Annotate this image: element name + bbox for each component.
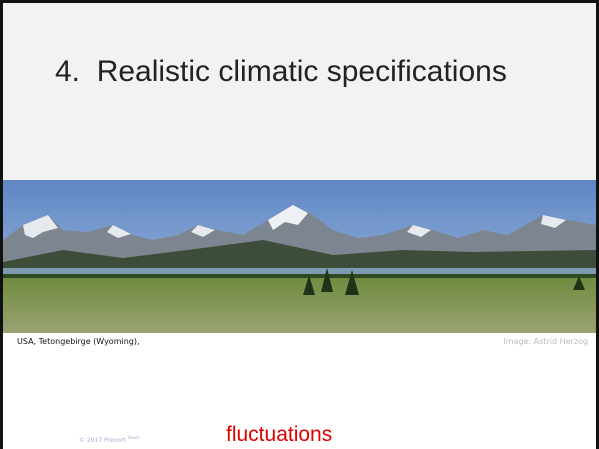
- title-area: [3, 3, 596, 180]
- photo-credit: Image: Astrid Herzog: [503, 337, 588, 346]
- copyright: © 2017 Prevort Sheet: [79, 435, 139, 444]
- slide-title: 4. Realistic climatic specifications: [55, 55, 507, 89]
- copyright-text: © 2017 Prevort: [79, 437, 126, 444]
- slide: 4. Realistic climatic specifications USA…: [0, 0, 599, 449]
- photo-location: USA, Tetongebirge (Wyoming),: [17, 337, 140, 346]
- footer-text: fluctuations: [226, 423, 332, 447]
- copyright-mark: Sheet: [128, 435, 140, 440]
- landscape-photo: [3, 180, 596, 333]
